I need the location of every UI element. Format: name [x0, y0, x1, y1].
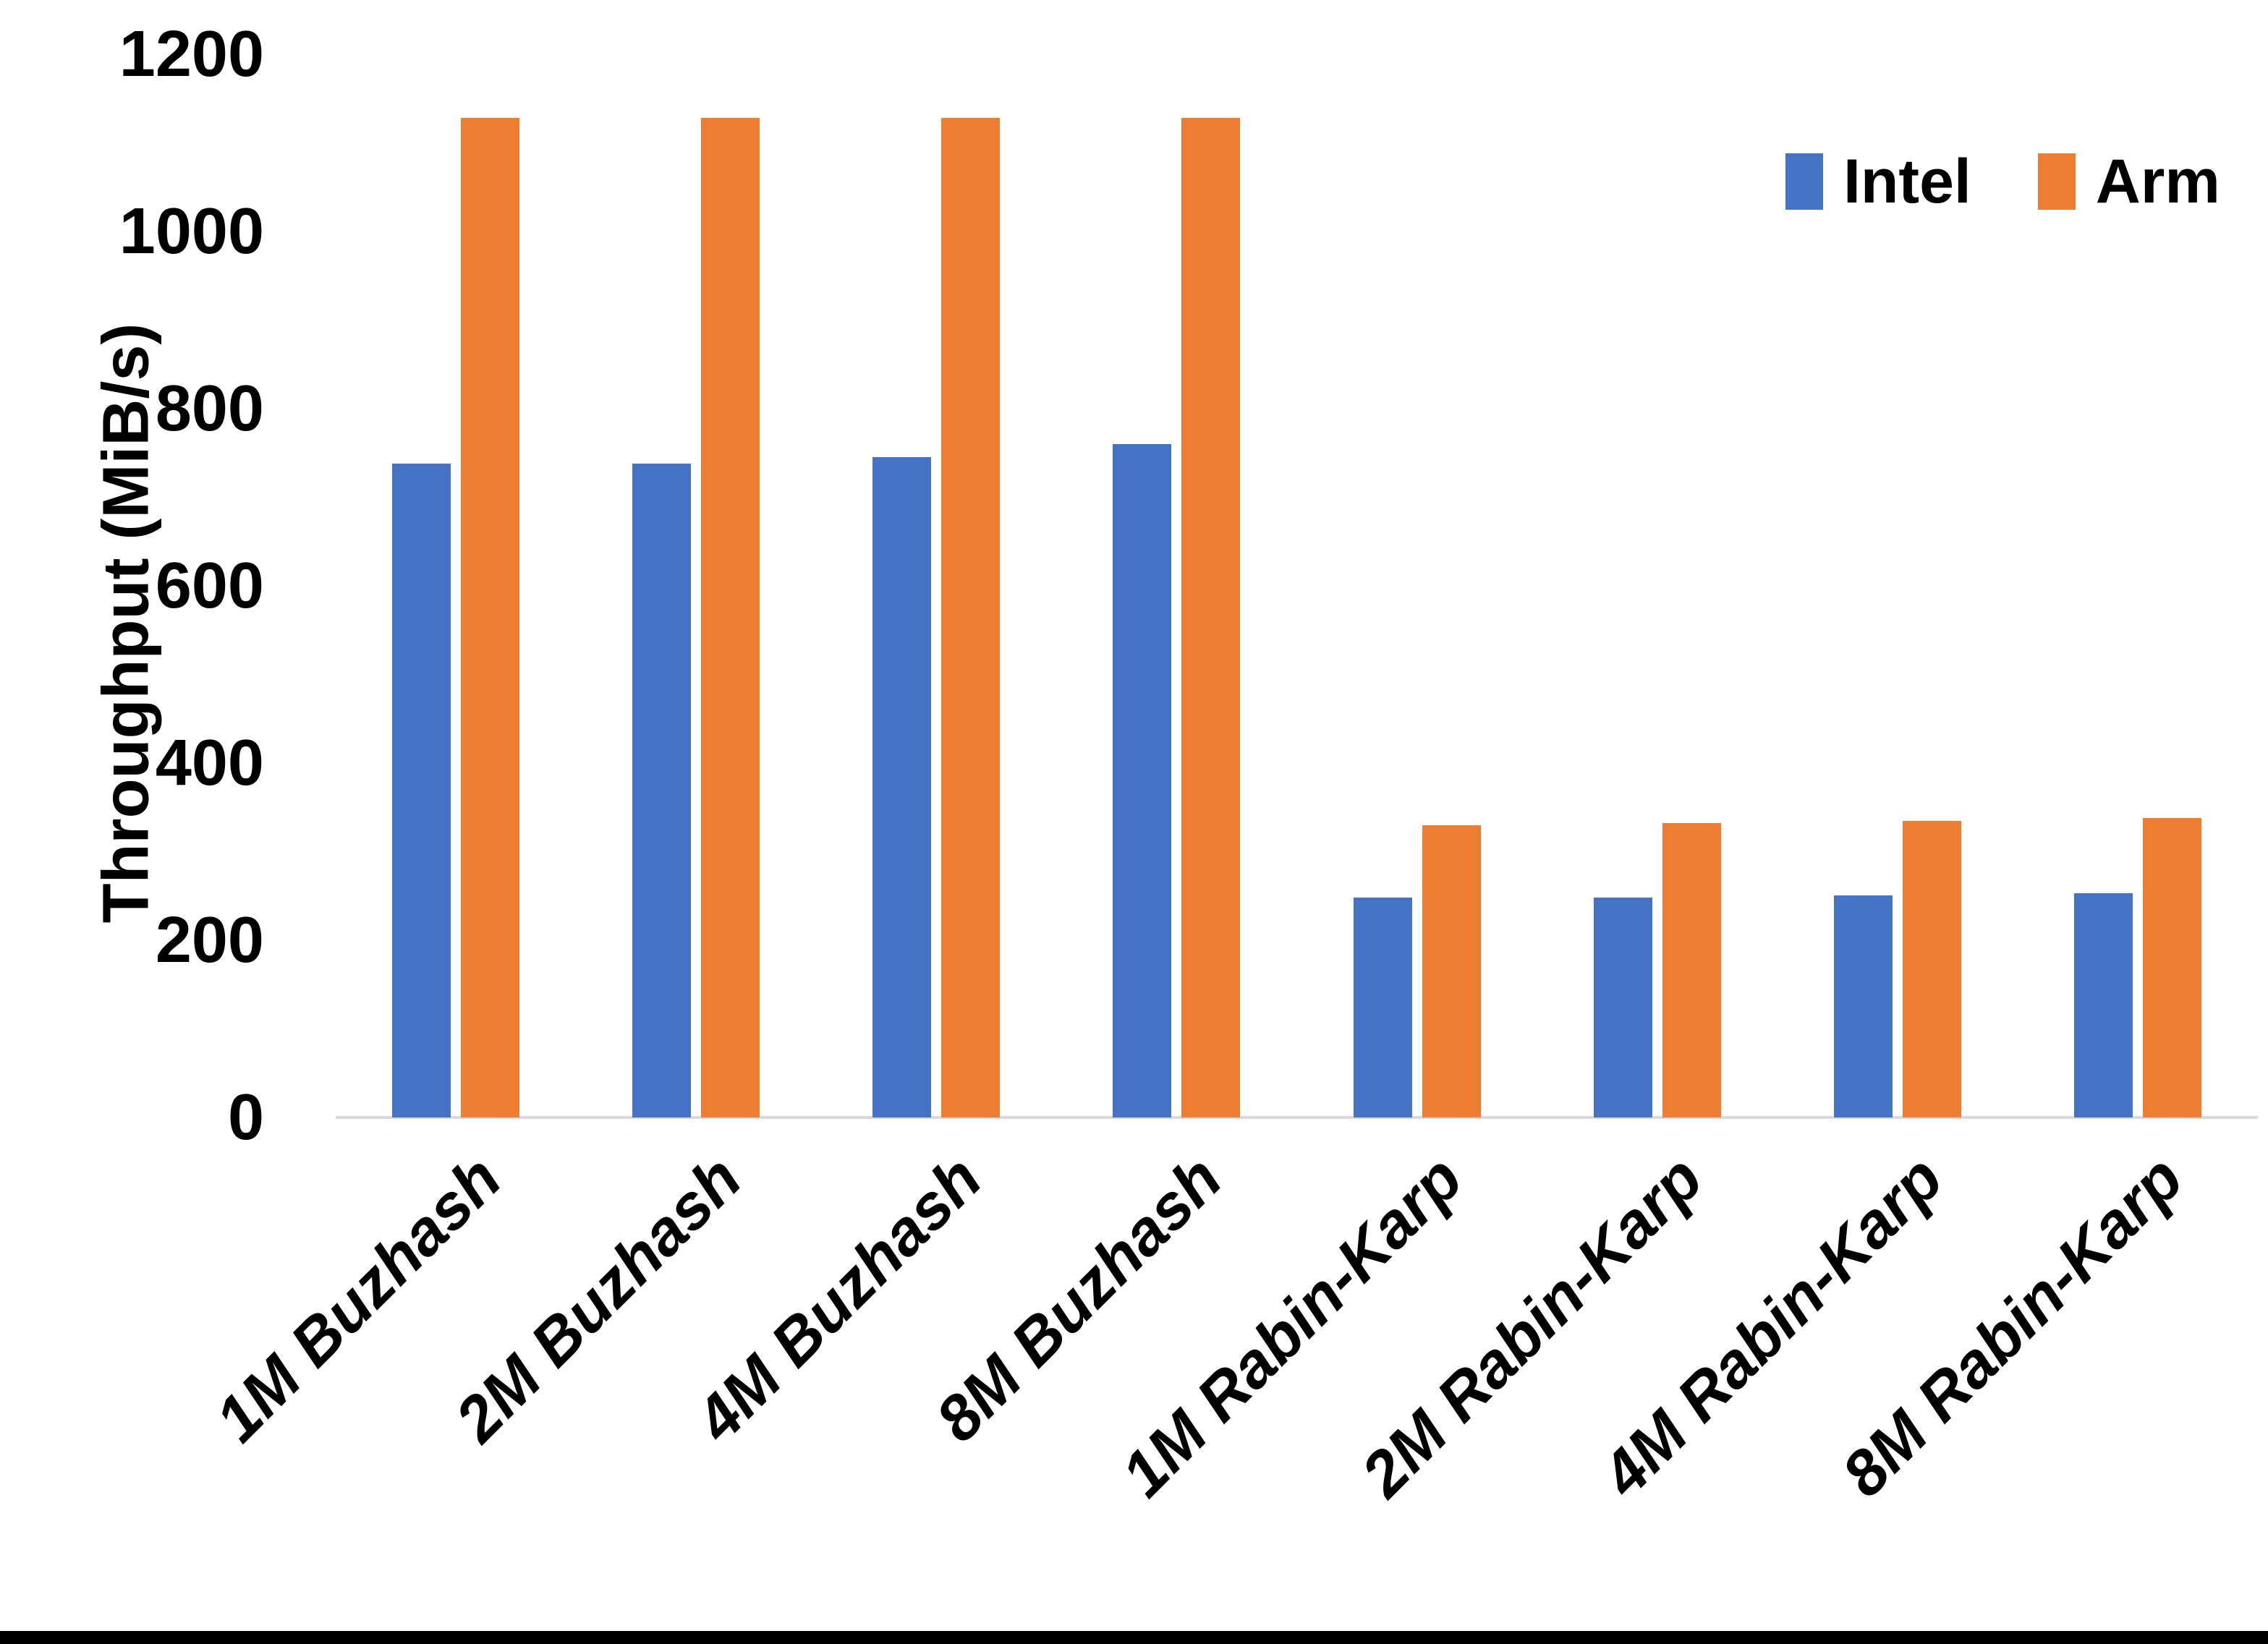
bar-intel-4m-rabin-karp: [1833, 895, 1893, 1117]
bottom-border: [0, 1631, 2268, 1644]
legend-label-arm: Arm: [2095, 147, 2220, 216]
bar-intel-4m-buzhash: [872, 457, 932, 1117]
y-tick-label-400: 400: [155, 727, 264, 799]
y-axis-title: Throughput (MiB/s): [90, 323, 163, 924]
legend-item-intel: Intel: [1785, 150, 1971, 213]
legend-swatch-intel: [1785, 153, 1823, 210]
y-tick-label-1000: 1000: [119, 195, 264, 268]
legend: Intel Arm: [1785, 150, 2220, 213]
y-tick-label-1200: 1200: [119, 18, 264, 90]
bar-arm-1m-buzhash: [461, 118, 520, 1117]
x-axis-line: [336, 1116, 2258, 1119]
y-tick-label-800: 800: [155, 372, 264, 445]
y-tick-label-200: 200: [155, 904, 264, 976]
bar-arm-1m-rabin-karp: [1422, 825, 1481, 1117]
plot-area: 1M Buzhash 2M Buzhash 4M Buzhash 8M Buzhash…: [201, 54, 2258, 1510]
bar-arm-8m-rabin-karp: [2142, 817, 2201, 1117]
bar-intel-1m-buzhash: [392, 463, 451, 1117]
legend-label-intel: Intel: [1843, 147, 1971, 216]
bar-arm-8m-buzhash: [1181, 118, 1241, 1117]
bar-intel-8m-rabin-karp: [2073, 893, 2133, 1117]
y-tick-label-0: 0: [227, 1081, 264, 1154]
bar-arm-4m-rabin-karp: [1902, 820, 1961, 1117]
bar-arm-4m-buzhash: [941, 118, 1001, 1117]
bar-intel-1m-rabin-karp: [1353, 898, 1412, 1117]
legend-item-arm: Arm: [2037, 147, 2220, 216]
bar-intel-8m-buzhash: [1113, 444, 1172, 1117]
bar-intel-2m-buzhash: [632, 463, 692, 1117]
bar-arm-2m-buzhash: [701, 118, 760, 1117]
legend-swatch-arm: [2037, 153, 2076, 210]
bar-arm-2m-rabin-karp: [1662, 823, 1721, 1117]
y-tick-label-600: 600: [155, 550, 264, 622]
bar-intel-2m-rabin-karp: [1593, 898, 1652, 1117]
